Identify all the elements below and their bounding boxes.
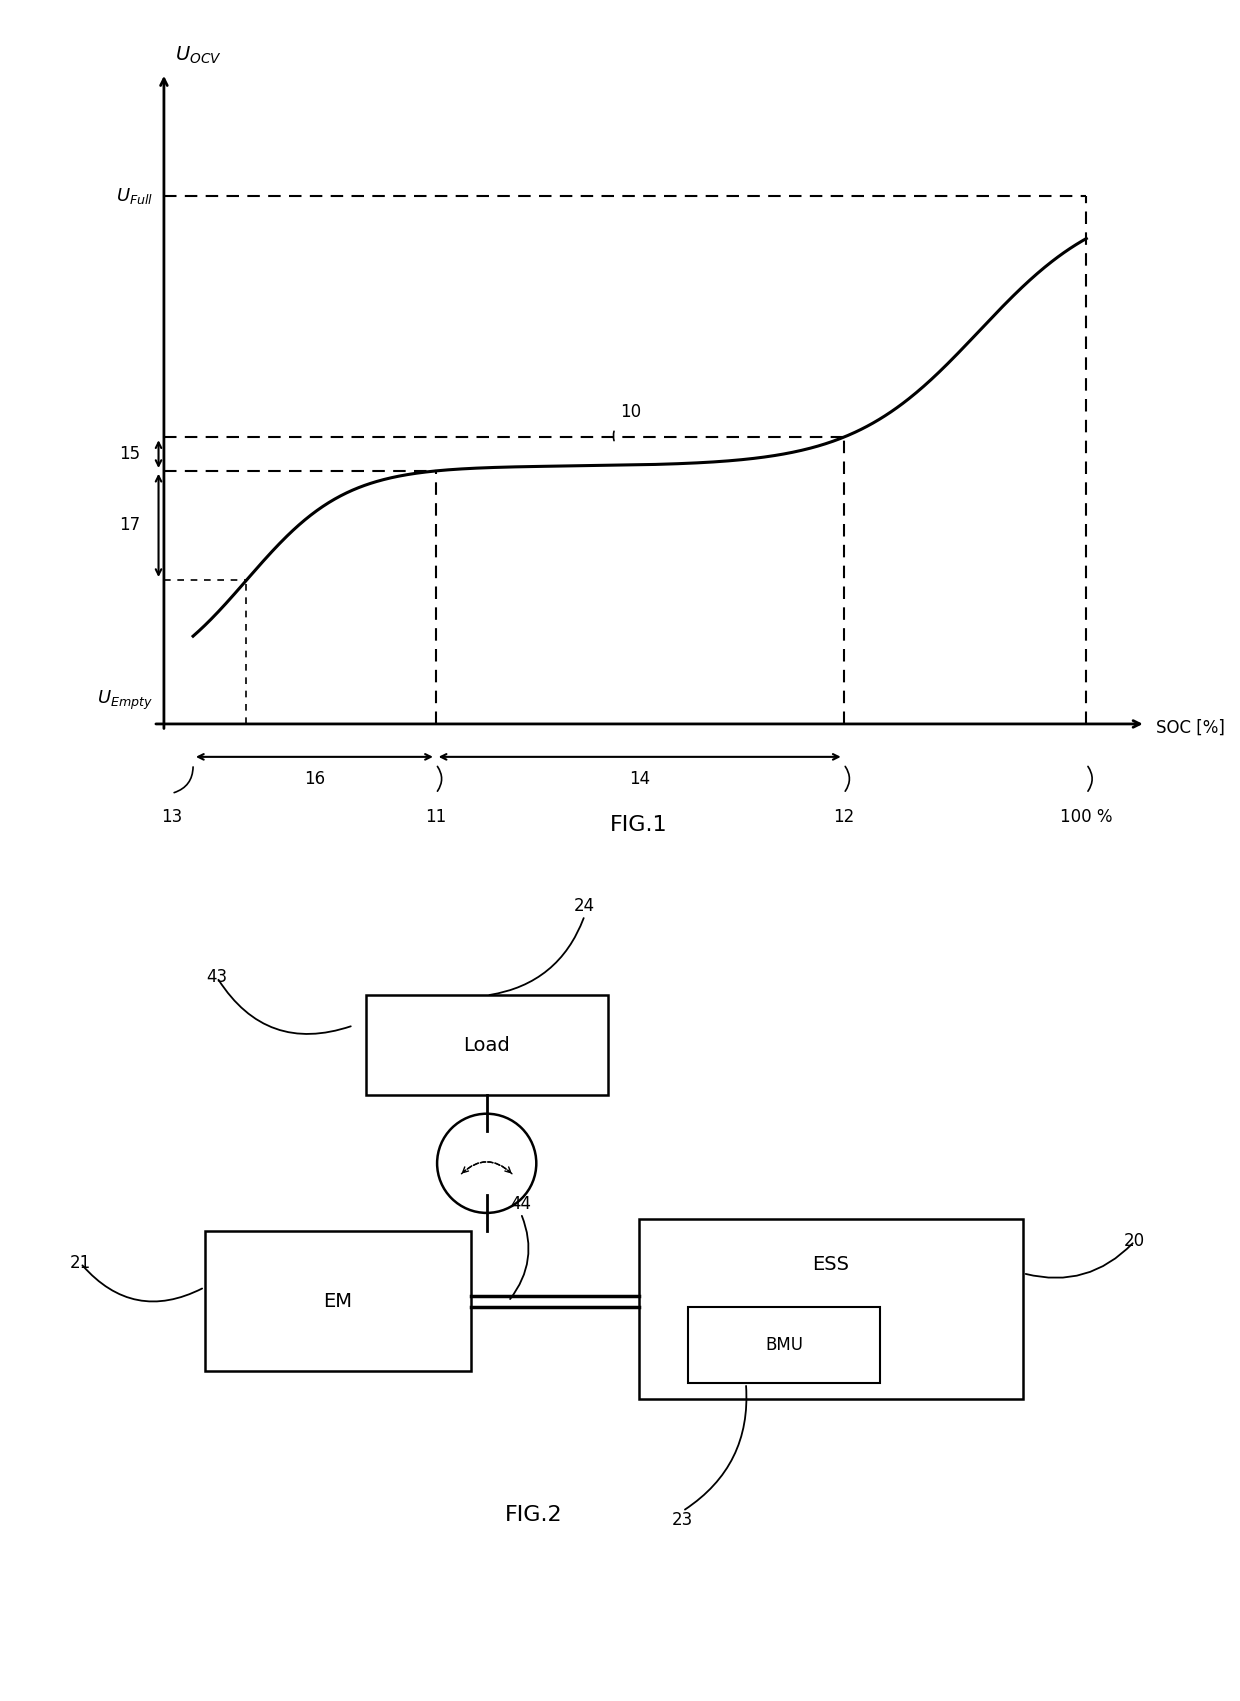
Text: FIG.1: FIG.1 xyxy=(610,815,667,835)
Text: 14: 14 xyxy=(629,771,650,788)
Bar xyxy=(366,995,608,1095)
Text: SOC [%]: SOC [%] xyxy=(1157,718,1225,737)
Text: BMU: BMU xyxy=(765,1337,804,1354)
Text: 24: 24 xyxy=(574,898,595,915)
Text: 23: 23 xyxy=(672,1510,693,1529)
Text: 16: 16 xyxy=(304,771,325,788)
Text: ESS: ESS xyxy=(812,1255,849,1274)
Text: 11: 11 xyxy=(425,808,446,827)
Text: 44: 44 xyxy=(511,1196,531,1213)
Text: EM: EM xyxy=(324,1291,352,1311)
Text: Load: Load xyxy=(464,1036,510,1055)
Text: 10: 10 xyxy=(620,403,641,422)
Text: 12: 12 xyxy=(833,808,854,827)
Text: 15: 15 xyxy=(119,446,140,463)
Text: 17: 17 xyxy=(119,517,140,534)
Text: $U_{Full}$: $U_{Full}$ xyxy=(115,185,153,206)
Text: 43: 43 xyxy=(206,968,228,987)
Text: $U_{OCV}$: $U_{OCV}$ xyxy=(175,44,222,66)
Bar xyxy=(688,1306,880,1383)
Text: 100 %: 100 % xyxy=(1060,808,1112,827)
Bar xyxy=(205,1232,471,1371)
Text: $U_{Empty}$: $U_{Empty}$ xyxy=(97,689,153,711)
Text: FIG.2: FIG.2 xyxy=(505,1505,562,1526)
Text: 13: 13 xyxy=(161,808,182,827)
Text: 21: 21 xyxy=(69,1254,92,1272)
Bar xyxy=(639,1220,1023,1400)
Text: 20: 20 xyxy=(1123,1232,1146,1250)
